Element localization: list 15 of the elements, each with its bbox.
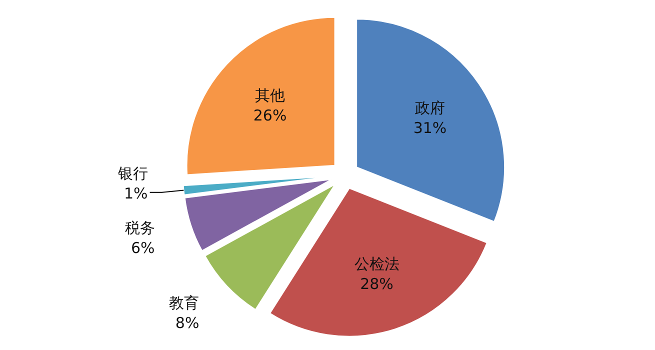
slice-label: 政府: [415, 99, 446, 118]
slice-label: 教育: [169, 294, 200, 312]
data-label: 8%: [175, 314, 200, 332]
slice-label: 税务: [124, 218, 155, 237]
data-label: 6%: [130, 238, 155, 257]
data-label: 26%: [253, 106, 287, 125]
slice-label: 公检法: [354, 254, 400, 273]
slice: 其他 26%: [186, 16, 336, 176]
slice-label: 银行: [116, 164, 148, 182]
slice: 公检法 28%: [270, 188, 488, 337]
slice-label: 其他: [255, 86, 286, 105]
data-label: 1%: [124, 184, 148, 202]
data-label: 28%: [360, 274, 394, 293]
slice: 政府 31%: [356, 18, 506, 222]
data-label: 31%: [413, 119, 447, 138]
